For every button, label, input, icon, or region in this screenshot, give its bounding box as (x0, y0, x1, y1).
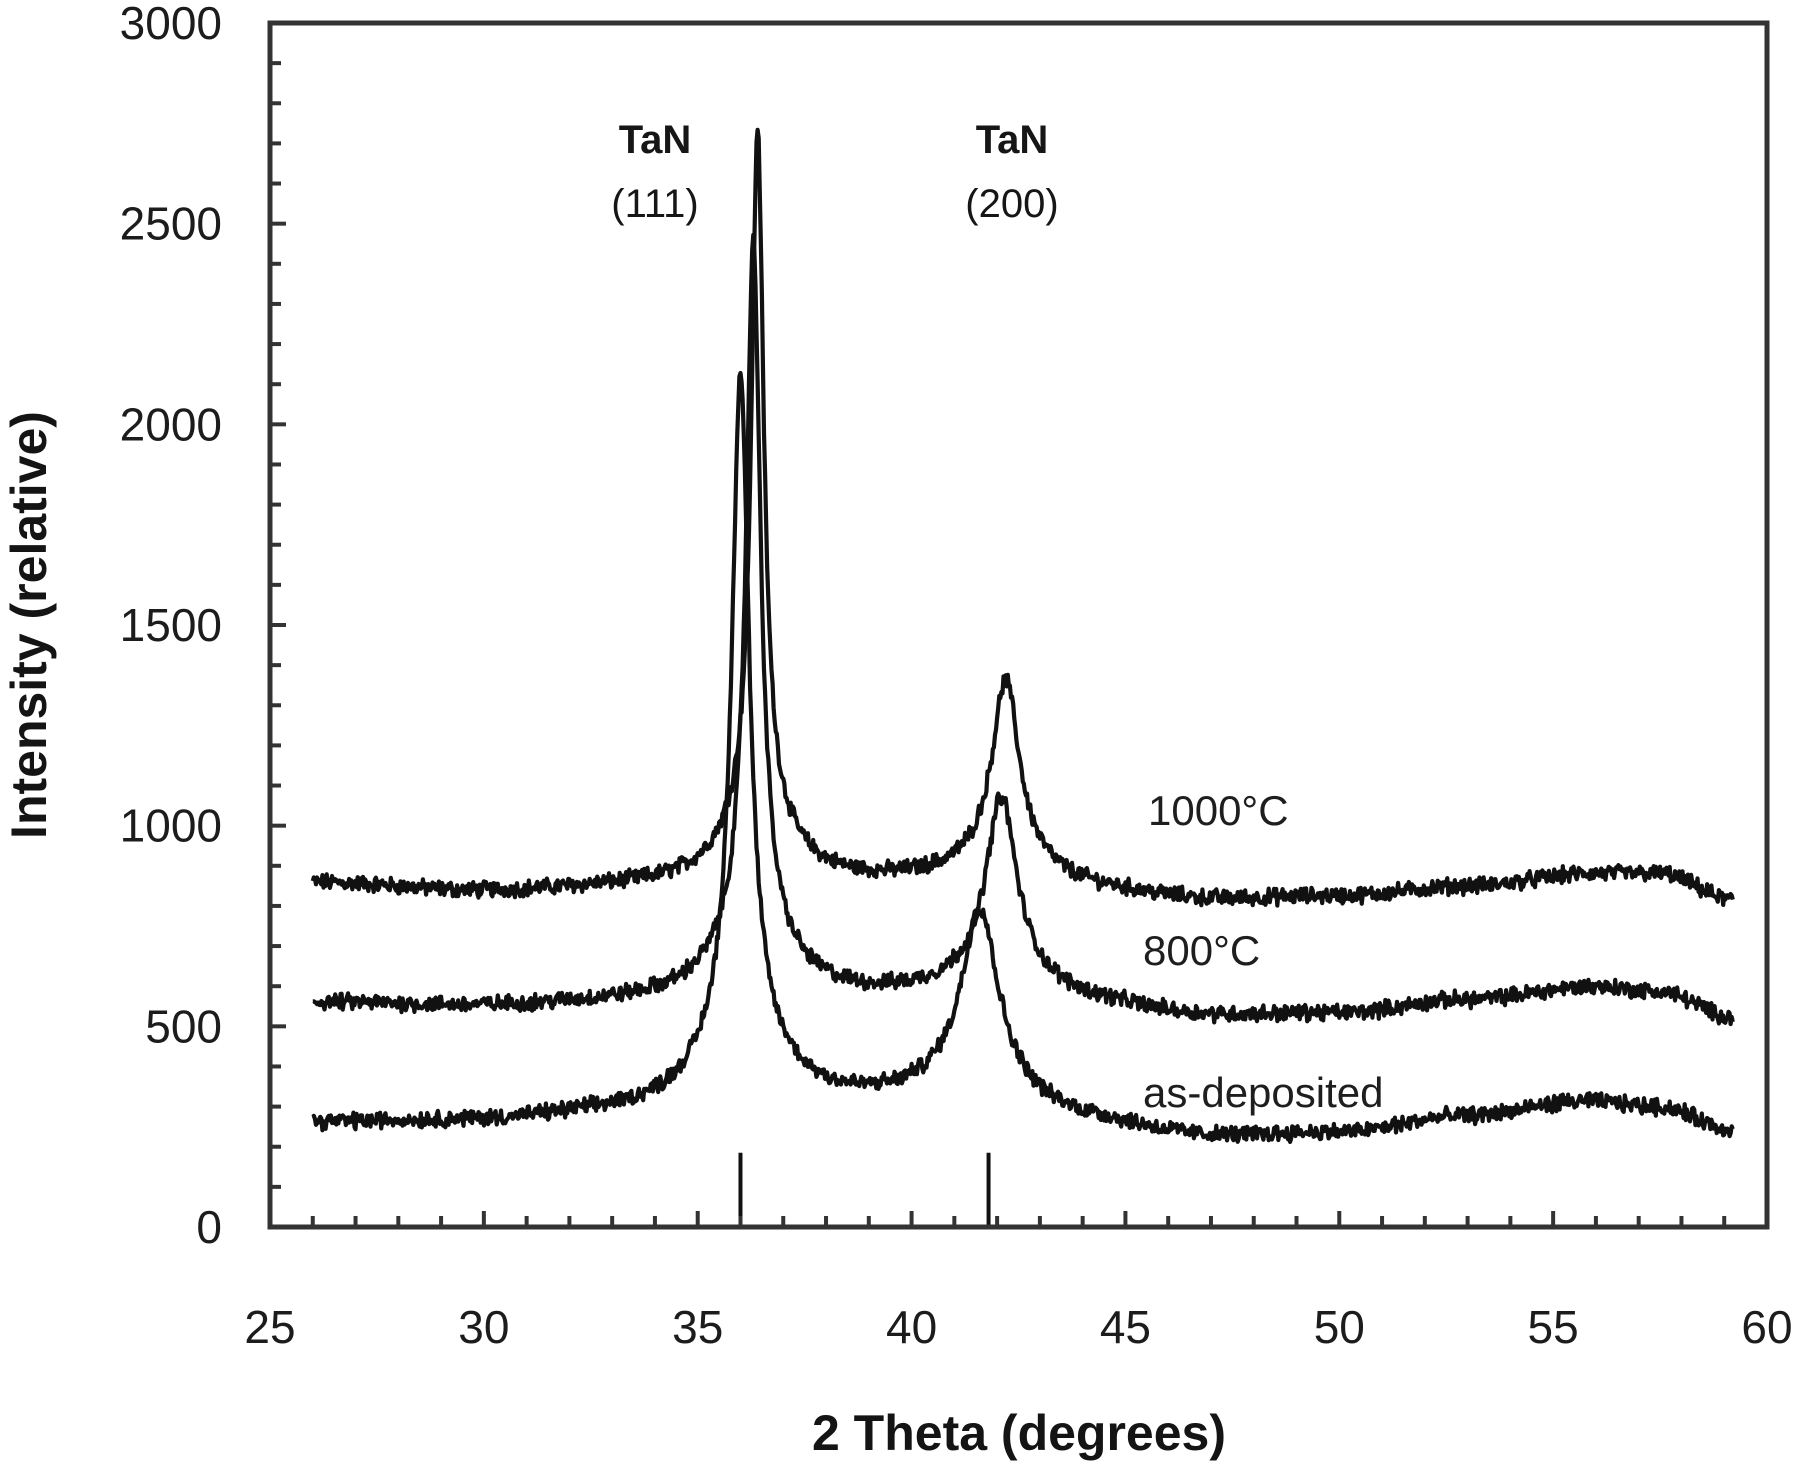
curves-layer (310, 127, 1735, 1144)
series-label: 1000°C (1148, 787, 1289, 834)
peak-annotations: TaN (111) TaN (200) (611, 118, 1058, 226)
y-tick-label: 2000 (120, 398, 222, 450)
plot-frame (267, 20, 1770, 1230)
y-tick-label: 0 (196, 1201, 222, 1253)
series-label: as-deposited (1143, 1069, 1384, 1116)
y-tick-labels: 0 500 1000 1500 2000 2500 3000 (120, 0, 222, 1253)
x-tick-label: 35 (672, 1301, 723, 1353)
y-tick-label: 1000 (120, 800, 222, 852)
peak-label-phase: TaN (619, 118, 692, 162)
x-tick-label: 50 (1314, 1301, 1365, 1353)
x-tick-label: 40 (886, 1301, 937, 1353)
y-tick-label: 1500 (120, 599, 222, 651)
peak-label-hkl: (200) (965, 182, 1058, 226)
series-curve (311, 370, 1735, 1144)
x-axis-title: 2 Theta (degrees) (812, 1405, 1226, 1461)
series-labels: 1000°C 800°C as-deposited (1143, 787, 1384, 1116)
y-tick-label: 2500 (120, 198, 222, 250)
x-tick-label: 25 (244, 1301, 295, 1353)
series-curve (311, 232, 1735, 1027)
peak-label-hkl: (111) (611, 182, 698, 226)
x-tick-labels: 25 30 35 40 45 50 55 60 (244, 1301, 1792, 1353)
series-curve (310, 127, 1735, 908)
x-tick-label: 30 (458, 1301, 509, 1353)
x-tick-label: 45 (1100, 1301, 1151, 1353)
y-tick-label: 500 (145, 1000, 222, 1052)
y-axis-title: Intensity (relative) (1, 411, 57, 839)
reference-lines (738, 1152, 991, 1227)
x-tick-label: 55 (1528, 1301, 1579, 1353)
x-tick-label: 60 (1741, 1301, 1792, 1353)
peak-label-phase: TaN (976, 118, 1049, 162)
y-tick-label: 3000 (120, 0, 222, 49)
series-label: 800°C (1143, 927, 1260, 974)
